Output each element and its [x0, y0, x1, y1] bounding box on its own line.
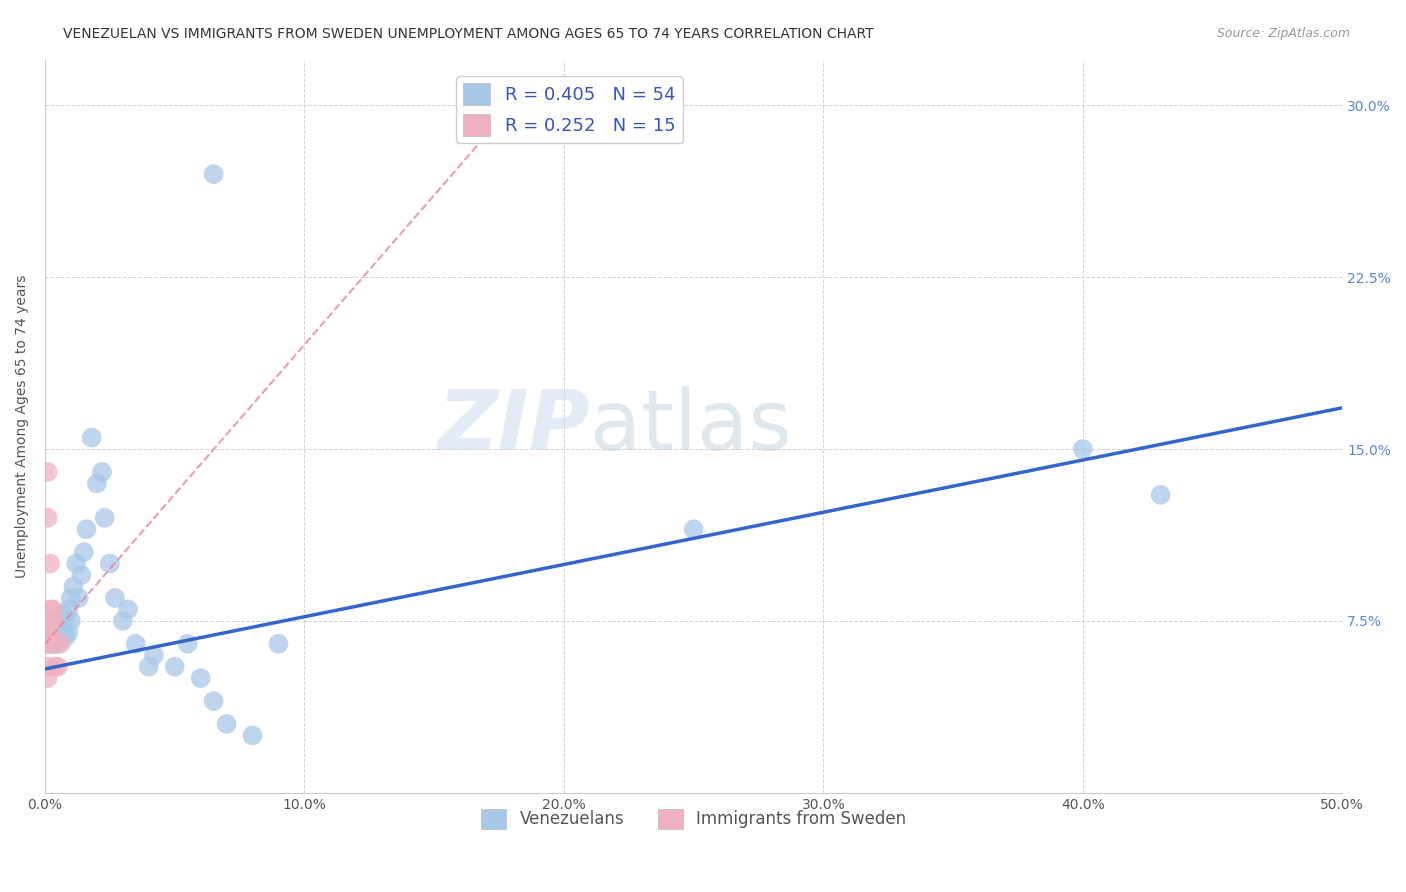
Point	[58, 625, 80, 640]
Point	[44, 637, 66, 651]
Point	[65, 557, 87, 571]
Point	[42, 637, 65, 651]
Point	[117, 602, 139, 616]
Point	[39, 557, 62, 571]
Point	[42, 637, 65, 651]
Point	[59, 591, 82, 605]
Text: atlas: atlas	[591, 385, 792, 467]
Text: Source: ZipAtlas.com: Source: ZipAtlas.com	[1216, 27, 1350, 40]
Point	[39, 630, 62, 644]
Point	[42, 602, 65, 616]
Y-axis label: Unemployment Among Ages 65 to 74 years: Unemployment Among Ages 65 to 74 years	[15, 275, 30, 578]
Point	[58, 602, 80, 616]
Point	[202, 167, 225, 181]
Point	[37, 614, 59, 628]
Point	[80, 431, 103, 445]
Point	[76, 522, 98, 536]
Point	[142, 648, 165, 663]
Point	[163, 659, 186, 673]
Point	[242, 728, 264, 742]
Point	[215, 717, 238, 731]
Point	[111, 614, 134, 628]
Point	[86, 476, 108, 491]
Point	[52, 607, 75, 621]
Point	[37, 671, 59, 685]
Point	[682, 522, 704, 536]
Point	[98, 557, 121, 571]
Point	[104, 591, 127, 605]
Point	[44, 625, 66, 640]
Point	[42, 630, 65, 644]
Point	[91, 465, 114, 479]
Point	[46, 630, 69, 644]
Point	[70, 568, 93, 582]
Point	[39, 625, 62, 640]
Point	[59, 614, 82, 628]
Point	[267, 637, 290, 651]
Point	[42, 614, 65, 628]
Point	[46, 621, 69, 635]
Point	[37, 625, 59, 640]
Point	[39, 621, 62, 635]
Text: ZIP: ZIP	[437, 385, 591, 467]
Point	[1149, 488, 1171, 502]
Point	[62, 579, 84, 593]
Point	[1071, 442, 1094, 456]
Point	[37, 637, 59, 651]
Point	[138, 659, 160, 673]
Legend: Venezuelans, Immigrants from Sweden: Venezuelans, Immigrants from Sweden	[475, 802, 912, 836]
Point	[42, 625, 65, 640]
Point	[39, 614, 62, 628]
Point	[39, 637, 62, 651]
Point	[46, 659, 69, 673]
Point	[44, 659, 66, 673]
Point	[49, 625, 72, 640]
Point	[55, 614, 77, 628]
Point	[73, 545, 96, 559]
Point	[39, 602, 62, 616]
Point	[46, 637, 69, 651]
Point	[37, 659, 59, 673]
Point	[202, 694, 225, 708]
Text: VENEZUELAN VS IMMIGRANTS FROM SWEDEN UNEMPLOYMENT AMONG AGES 65 TO 74 YEARS CORR: VENEZUELAN VS IMMIGRANTS FROM SWEDEN UNE…	[63, 27, 875, 41]
Point	[39, 637, 62, 651]
Point	[39, 625, 62, 640]
Point	[49, 614, 72, 628]
Point	[176, 637, 198, 651]
Point	[42, 618, 65, 632]
Point	[37, 637, 59, 651]
Point	[37, 630, 59, 644]
Point	[42, 614, 65, 628]
Point	[125, 637, 148, 651]
Point	[37, 510, 59, 524]
Point	[55, 630, 77, 644]
Point	[67, 591, 90, 605]
Point	[52, 625, 75, 640]
Point	[37, 625, 59, 640]
Point	[190, 671, 212, 685]
Point	[44, 614, 66, 628]
Point	[49, 637, 72, 651]
Point	[93, 510, 115, 524]
Point	[37, 465, 59, 479]
